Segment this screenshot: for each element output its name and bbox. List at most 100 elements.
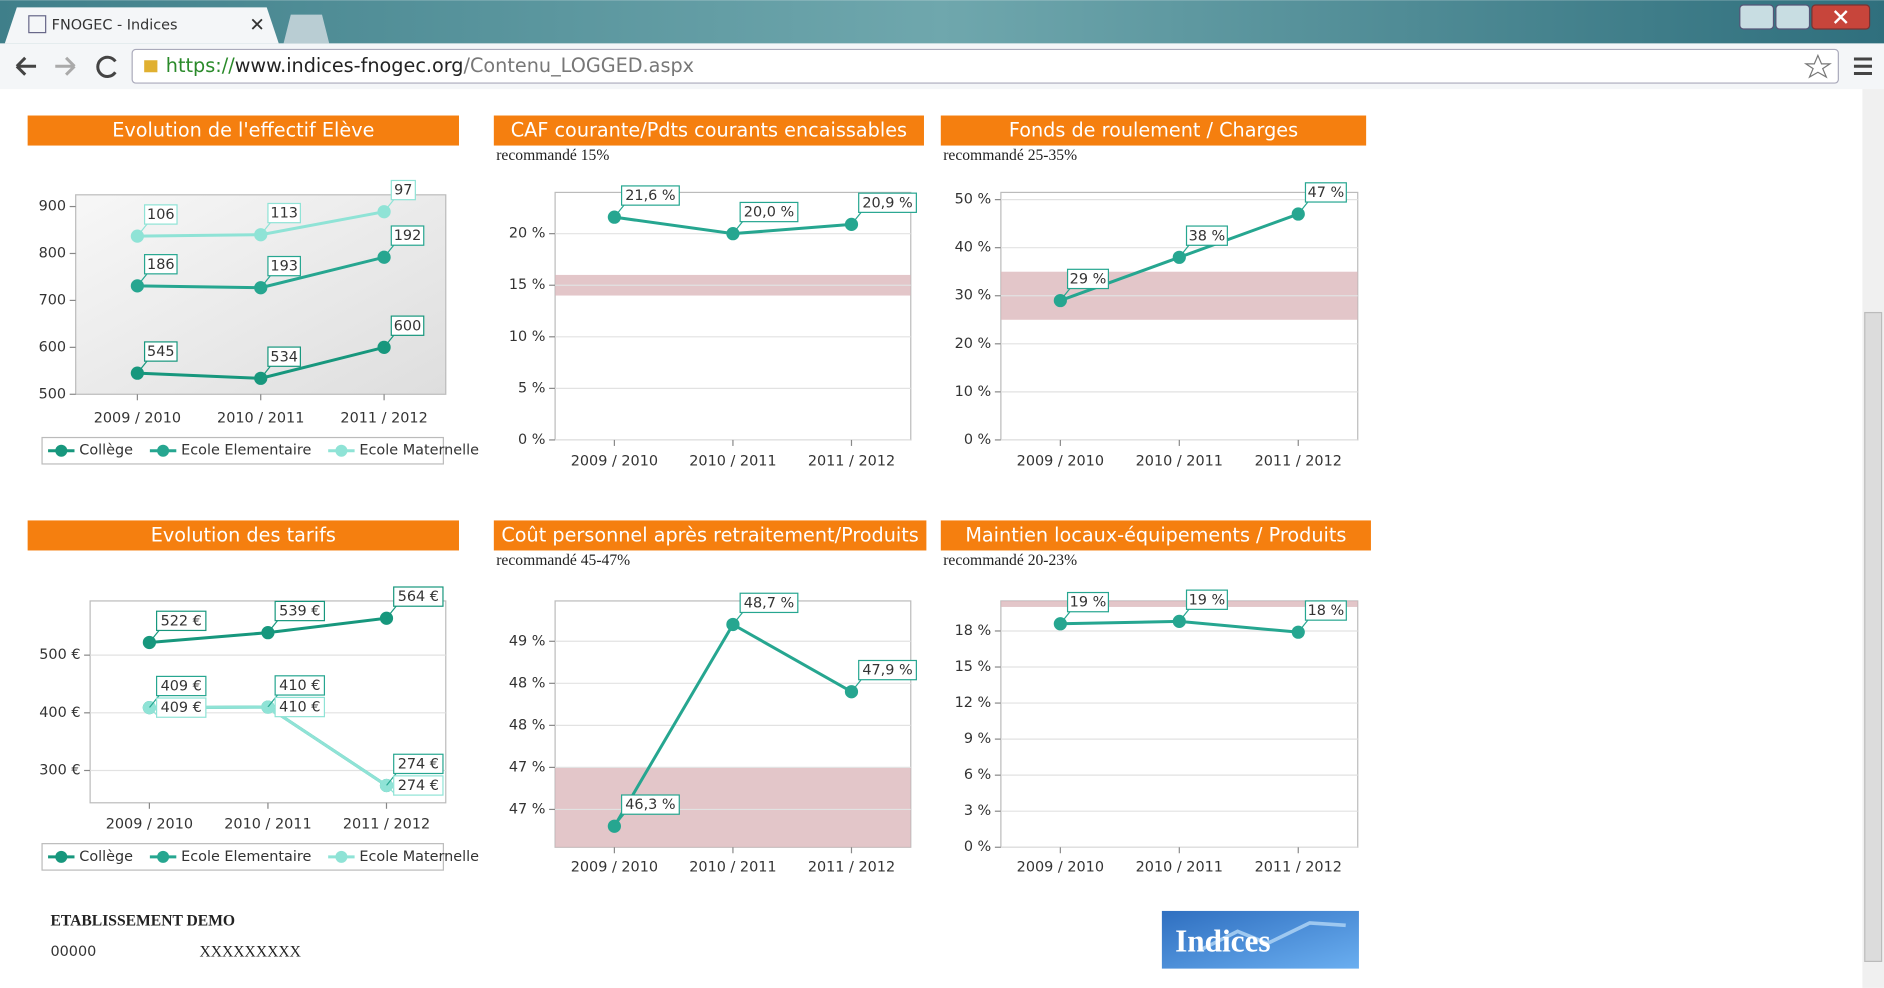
chart-header xyxy=(27,115,459,146)
x-tick-label: 2009 / 2010 xyxy=(1017,860,1104,876)
legend-label: Ecole Maternelle xyxy=(359,443,479,459)
data-label: 18 % xyxy=(1308,603,1345,619)
scroll-thumb[interactable] xyxy=(1864,311,1883,962)
address-bar[interactable] xyxy=(131,48,1839,84)
tab-close[interactable] xyxy=(251,18,263,30)
data-label: 564 € xyxy=(398,589,439,605)
data-label: 545 xyxy=(147,344,175,360)
url-scheme: https:// xyxy=(166,54,235,77)
data-point xyxy=(1172,614,1186,628)
label-connector xyxy=(732,612,744,625)
value-label: 193 xyxy=(260,255,301,289)
label-box xyxy=(393,753,444,775)
data-label: 21,6 % xyxy=(625,188,675,204)
x-tick-label: 2009 / 2010 xyxy=(106,816,193,832)
chart-header xyxy=(940,115,1367,146)
y-tick-label: 47 % xyxy=(509,759,546,775)
value-label: 534 xyxy=(260,346,301,379)
value-label: 600 xyxy=(383,315,425,348)
y-tick-label: 15 % xyxy=(955,659,992,675)
label-box xyxy=(739,201,799,223)
chart-title: Fonds de roulement / Charges xyxy=(1009,119,1298,142)
menu[interactable] xyxy=(1853,57,1872,75)
legend-marker xyxy=(157,444,170,457)
label-connector xyxy=(851,211,862,225)
back[interactable] xyxy=(15,56,37,76)
y-tick-label: 5 % xyxy=(518,380,545,396)
chart-header xyxy=(27,520,459,551)
value-label: 539 € xyxy=(267,600,326,634)
label-connector xyxy=(1059,288,1071,301)
label-connector xyxy=(613,813,625,827)
y-tick-label: 400 € xyxy=(39,705,80,721)
data-label: 47 % xyxy=(1308,185,1345,201)
data-point xyxy=(377,340,391,354)
label-box xyxy=(143,204,178,225)
minimize[interactable] xyxy=(1739,4,1775,30)
x-tick-label: 2011 / 2012 xyxy=(808,454,895,470)
x-tick-label: 2010 / 2011 xyxy=(217,410,304,426)
label-connector xyxy=(732,221,744,235)
y-tick-label: 40 % xyxy=(955,240,992,256)
chart-title: Evolution des tarifs xyxy=(151,524,336,547)
label-box xyxy=(1066,268,1110,290)
chart-header xyxy=(940,520,1371,551)
y-tick-label: 300 € xyxy=(39,762,80,778)
label-connector xyxy=(851,679,862,693)
data-point xyxy=(130,279,144,293)
value-label: 409 € xyxy=(148,697,207,718)
label-box xyxy=(274,600,326,622)
logo-art xyxy=(1200,921,1346,951)
data-point xyxy=(844,685,859,699)
new-tab[interactable] xyxy=(283,14,330,44)
school-code: 00000 xyxy=(50,944,96,960)
label-box xyxy=(858,192,917,213)
value-label: 192 xyxy=(383,225,425,258)
reload[interactable] xyxy=(96,55,117,78)
legend-label: Collège xyxy=(79,849,133,865)
label-box xyxy=(390,179,416,201)
y-tick-label: 0 % xyxy=(518,432,545,448)
value-label: 522 € xyxy=(148,610,207,643)
data-label: 192 xyxy=(394,228,422,244)
chart-subtitle: recommandé 25-35% xyxy=(943,147,1077,164)
label-connector xyxy=(1297,619,1309,633)
y-tick-label: 700 xyxy=(39,292,67,308)
data-point xyxy=(379,611,394,625)
maximize[interactable] xyxy=(1775,4,1811,30)
bookmark[interactable] xyxy=(1803,53,1832,79)
forward[interactable] xyxy=(55,56,76,76)
label-connector xyxy=(260,365,271,379)
plot-area xyxy=(75,194,447,395)
legend-marker xyxy=(335,444,348,457)
label-box xyxy=(155,675,207,697)
y-tick-label: 6 % xyxy=(964,767,991,783)
data-label: 539 € xyxy=(279,604,320,620)
x-tick-label: 2009 / 2010 xyxy=(571,454,658,470)
y-tick-label: 500 xyxy=(39,386,67,402)
label-box xyxy=(274,675,326,696)
y-tick-label: 800 xyxy=(39,245,67,261)
y-tick-label: 9 % xyxy=(964,731,991,747)
y-tick-label: 15 % xyxy=(509,277,546,293)
y-tick-label: 49 % xyxy=(509,633,546,649)
data-label: 409 € xyxy=(161,700,202,716)
value-label: 274 € xyxy=(386,753,444,786)
x-tick-label: 2010 / 2011 xyxy=(1136,860,1223,876)
data-label: 48,7 % xyxy=(744,595,794,611)
x-tick-label: 2011 / 2012 xyxy=(808,860,895,876)
x-tick-label: 2010 / 2011 xyxy=(689,860,776,876)
label-box xyxy=(155,610,207,632)
data-label: 410 € xyxy=(279,700,320,716)
y-tick-label: 3 % xyxy=(964,803,991,819)
data-label: 522 € xyxy=(161,613,202,629)
chart-subtitle: recommandé 20-23% xyxy=(943,552,1077,569)
value-label: 20,9 % xyxy=(851,192,917,225)
url-host: www.indices-fnogec.org xyxy=(235,54,464,77)
y-tick-label: 10 % xyxy=(955,384,992,400)
tab[interactable] xyxy=(4,7,279,44)
label-box xyxy=(739,592,799,614)
value-label: 186 xyxy=(136,254,178,287)
data-label: 29 % xyxy=(1070,272,1107,288)
